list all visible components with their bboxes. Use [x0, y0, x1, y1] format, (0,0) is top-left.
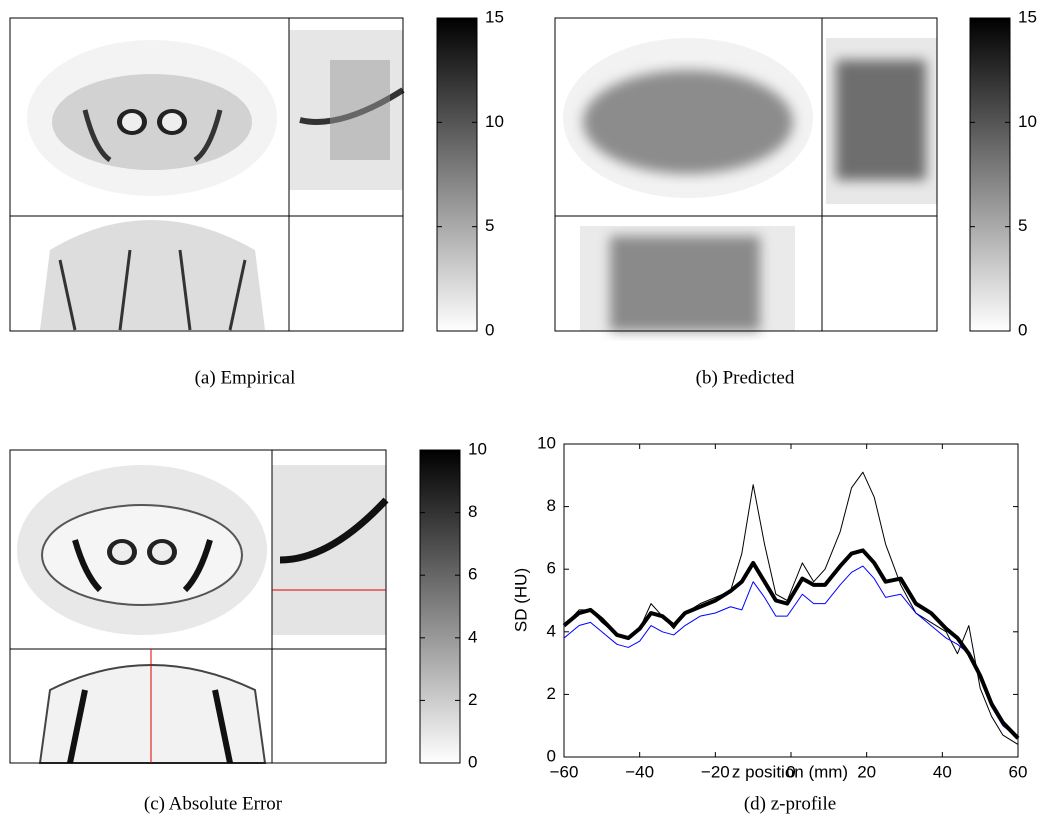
series-line — [562, 548, 1020, 740]
colorbar — [419, 449, 461, 764]
colorbar — [436, 17, 478, 332]
y-tick-label: 6 — [547, 559, 556, 578]
x-tick-label: 60 — [1009, 762, 1028, 781]
colorbar-tick-label: 10 — [468, 439, 487, 458]
colorbar-tick-label: 6 — [468, 565, 477, 584]
caption: (c) Absolute Error — [144, 793, 283, 814]
colorbar-tick-label: 5 — [1018, 216, 1027, 235]
caption: (d) z-profile — [744, 793, 836, 814]
x-tick-label: 20 — [857, 762, 876, 781]
colorbar-tick-label: 10 — [485, 112, 504, 131]
x-axis-label: z position (mm) — [732, 762, 848, 781]
colorbar-tick-label: 10 — [1018, 112, 1037, 131]
y-tick-label: 4 — [547, 621, 556, 640]
y-axis-label: SD (HU) — [511, 568, 530, 632]
colorbar-tick-label: 4 — [468, 627, 477, 646]
image-a — [9, 17, 405, 332]
x-tick-label: −20 — [701, 762, 730, 781]
series-line — [563, 565, 1019, 739]
x-tick-label: −40 — [625, 762, 654, 781]
y-tick-label: 10 — [537, 433, 556, 452]
caption: (a) Empirical — [195, 367, 296, 388]
image-c — [9, 449, 389, 764]
colorbar-tick-label: 5 — [485, 216, 494, 235]
colorbar-tick-label: 2 — [468, 690, 477, 709]
y-tick-label: 0 — [547, 746, 556, 765]
colorbar — [969, 17, 1011, 332]
caption: (b) Predicted — [696, 367, 795, 388]
colorbar-tick-label: 0 — [485, 320, 494, 339]
x-tick-label: −60 — [550, 762, 579, 781]
y-tick-label: 2 — [547, 684, 556, 703]
colorbar-tick-label: 15 — [485, 7, 504, 26]
image-b — [554, 17, 938, 332]
y-tick-label: 8 — [547, 496, 556, 515]
x-tick-label: 0 — [786, 762, 795, 781]
colorbar-tick-label: 0 — [468, 752, 477, 771]
x-tick-label: 40 — [933, 762, 952, 781]
colorbar-tick-label: 15 — [1018, 7, 1037, 26]
colorbar-tick-label: 8 — [468, 502, 477, 521]
colorbar-tick-label: 0 — [1018, 320, 1027, 339]
